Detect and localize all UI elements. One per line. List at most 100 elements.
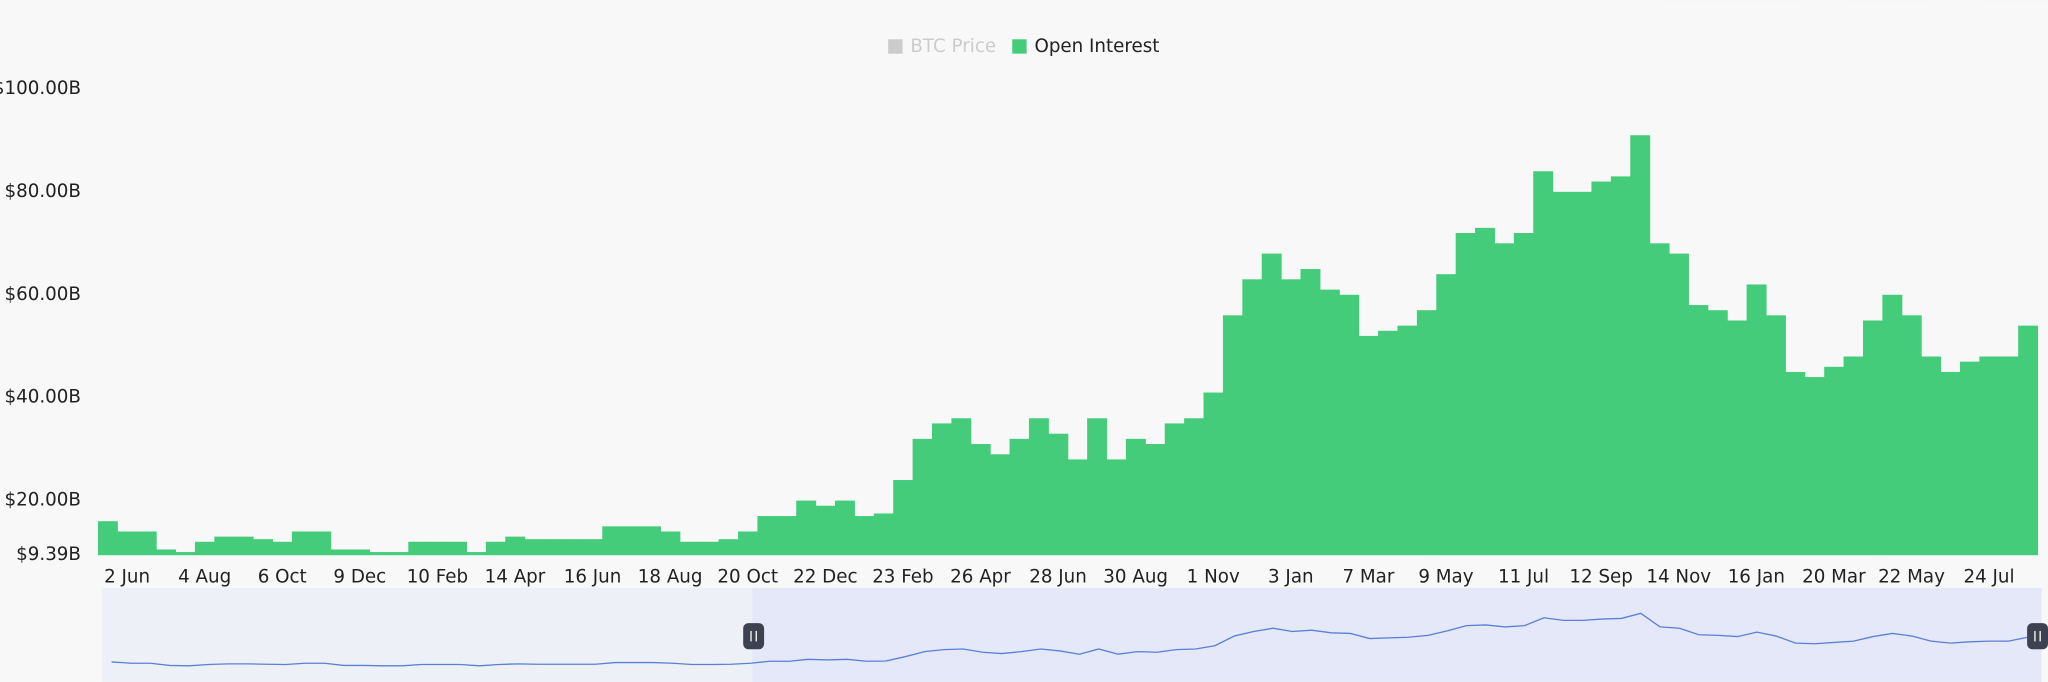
x-tick-label: 16 Jun <box>564 566 622 587</box>
y-tick-label: $9.39B <box>16 544 81 565</box>
bar <box>1281 279 1302 556</box>
bar <box>1300 269 1321 556</box>
x-tick-label: 7 Mar <box>1342 566 1394 587</box>
bar <box>1882 294 1903 556</box>
bar <box>951 418 972 556</box>
x-tick-label: 20 Mar <box>1802 566 1866 587</box>
y-tick-label: $80.00B <box>5 181 81 202</box>
x-tick-label: 30 Aug <box>1103 566 1168 587</box>
navigator-selection[interactable] <box>752 587 2042 682</box>
legend-label[interactable]: Open Interest <box>1034 36 1159 57</box>
bar <box>1184 418 1205 556</box>
y-tick-label: $20.00B <box>5 490 81 511</box>
bar <box>1067 459 1088 556</box>
bar <box>1824 366 1845 556</box>
bar <box>835 500 855 556</box>
x-tick-label: 18 Aug <box>638 566 703 587</box>
bar <box>970 443 991 556</box>
bar <box>679 541 700 556</box>
bar <box>1572 191 1592 556</box>
bar <box>311 531 332 556</box>
bar <box>1998 356 2019 556</box>
x-tick-label: 6 Oct <box>258 566 307 587</box>
navigator-handle[interactable] <box>2027 623 2048 650</box>
bar <box>524 539 545 556</box>
bar <box>873 513 894 556</box>
bar <box>388 552 409 556</box>
bar <box>1688 305 1709 556</box>
bar <box>1591 181 1612 556</box>
bar <box>1319 289 1340 556</box>
bar <box>369 552 390 556</box>
bar <box>1979 356 2000 556</box>
navigator-background <box>101 587 753 682</box>
bar <box>1048 433 1069 556</box>
bar <box>1843 356 1864 556</box>
bar <box>1669 253 1689 556</box>
bar <box>117 531 138 556</box>
bar <box>136 531 157 556</box>
bar <box>699 541 720 556</box>
x-tick-label: 16 Jan <box>1728 566 1785 587</box>
y-tick-label: $40.00B <box>5 387 81 408</box>
x-tick-label: 23 Feb <box>872 566 933 587</box>
x-tick-label: 12 Sep <box>1569 566 1632 587</box>
x-tick-label: 20 Oct <box>717 566 778 587</box>
bar <box>2018 325 2039 556</box>
bar <box>1940 371 1961 556</box>
bar <box>602 526 623 556</box>
navigator-line <box>111 612 2029 667</box>
x-tick-label: 24 Jul <box>1964 566 2015 587</box>
bar <box>408 541 429 556</box>
bar <box>1513 233 1534 556</box>
navigator-handle[interactable] <box>743 623 765 650</box>
bar <box>1106 459 1127 556</box>
bar <box>1610 176 1631 556</box>
bar <box>563 539 584 556</box>
bar <box>1436 274 1457 556</box>
x-tick-label: 4 Aug <box>178 566 231 587</box>
legend-label[interactable]: BTC Price <box>910 36 996 57</box>
bar <box>97 521 118 556</box>
bar <box>1785 371 1806 556</box>
bar <box>194 541 215 556</box>
bar <box>505 536 526 556</box>
bar <box>1378 330 1399 556</box>
bar <box>175 552 196 556</box>
x-tick-label: 28 Jun <box>1029 566 1087 587</box>
bar <box>214 536 235 556</box>
bar <box>1203 392 1224 556</box>
bar <box>990 454 1011 556</box>
bar <box>1339 294 1360 556</box>
bar <box>272 541 293 556</box>
bar <box>641 526 661 556</box>
bar <box>447 541 468 556</box>
y-tick-label: $100.00B <box>0 78 81 99</box>
bar <box>893 480 914 556</box>
x-tick-label: 26 Apr <box>950 566 1011 587</box>
x-tick-label: 10 Feb <box>407 566 468 587</box>
y-tick-label: $60.00B <box>5 284 81 305</box>
bar <box>1630 135 1651 556</box>
bar <box>1028 418 1049 556</box>
bar <box>1494 243 1515 556</box>
x-tick-label: 22 Dec <box>793 566 857 587</box>
legend-swatch[interactable] <box>888 39 903 54</box>
x-tick-label: 1 Nov <box>1187 566 1240 587</box>
bar <box>582 539 603 556</box>
bar <box>757 516 778 556</box>
bar <box>544 539 564 556</box>
legend-swatch[interactable] <box>1012 39 1027 54</box>
bar <box>1087 418 1108 556</box>
bar <box>1455 233 1476 556</box>
x-tick-label: 11 Jul <box>1498 566 1549 587</box>
bar <box>485 541 506 556</box>
bar <box>815 505 836 556</box>
bar <box>350 549 371 556</box>
bar <box>1242 279 1263 556</box>
bar <box>1416 310 1437 556</box>
bar <box>854 516 875 556</box>
bar <box>1358 335 1379 556</box>
